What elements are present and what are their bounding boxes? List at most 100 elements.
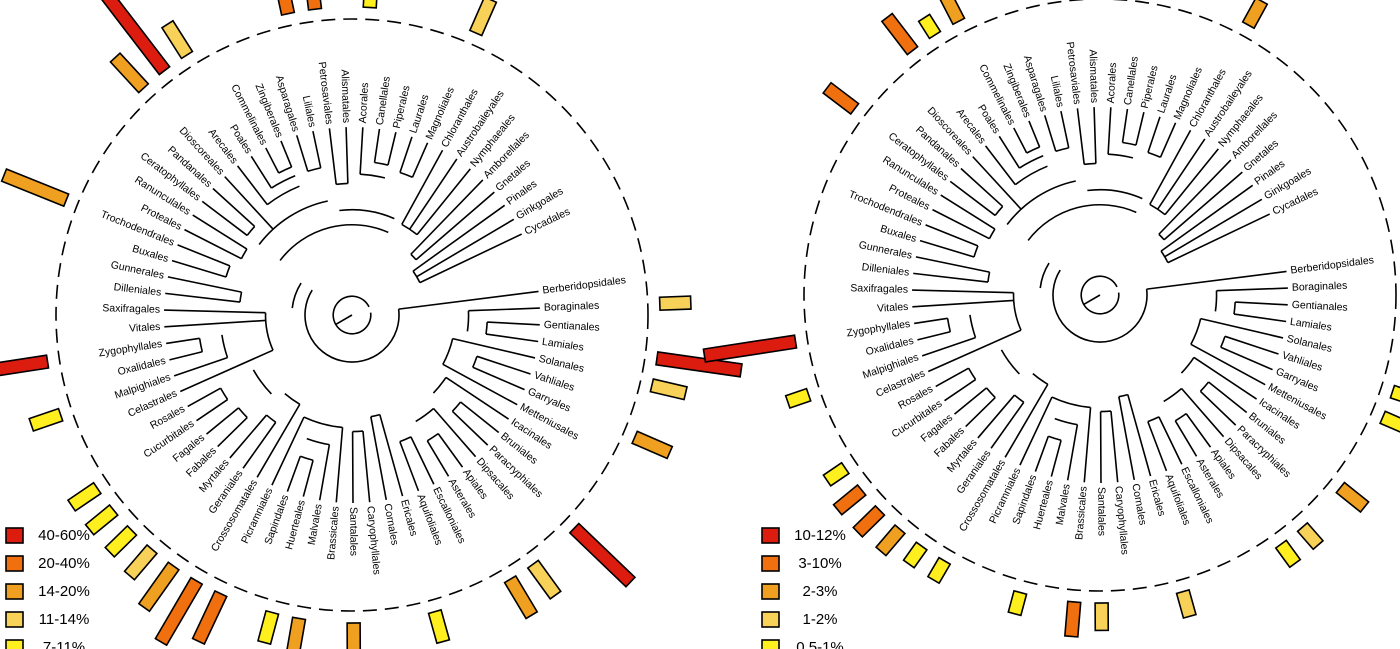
- tree-branch: [1135, 112, 1145, 146]
- tree-arc: [239, 291, 243, 303]
- tree-arc: [485, 322, 488, 335]
- tree-arc: [198, 338, 204, 352]
- tree-arc: [1027, 203, 1137, 241]
- tip-label-alismatales: Alismatales: [1087, 49, 1101, 103]
- bar-lamiales: [655, 351, 743, 378]
- bar-zygophyllales: [702, 334, 798, 363]
- legend-label: 20-40%: [38, 555, 90, 572]
- bar-cucurbitales: [822, 461, 851, 487]
- tree-branch: [432, 407, 477, 458]
- tree-branch: [437, 433, 464, 468]
- left-legend: 40-60% 20-40% 14-20% 11-14% 7-11%: [5, 527, 90, 649]
- tree-branch: [1224, 335, 1279, 355]
- bar-dioscoreales: [109, 51, 150, 94]
- tree-branch: [1127, 394, 1152, 477]
- tree-arc: [987, 271, 991, 283]
- tree-arc: [410, 253, 417, 261]
- tree-arc: [432, 376, 447, 394]
- tree-branch: [362, 430, 371, 503]
- tree-branch: [1158, 416, 1183, 465]
- tree-arc: [1160, 250, 1169, 263]
- tree-branch: [1043, 115, 1057, 152]
- tree-arc: [1233, 302, 1236, 315]
- tree-arc: [1087, 188, 1143, 200]
- tree-arc: [1032, 373, 1049, 385]
- tree-branch: [915, 256, 990, 273]
- tree-branch: [912, 299, 1014, 308]
- bar-solanales: [649, 378, 688, 401]
- tree-arc: [279, 223, 389, 261]
- tree-arc: [451, 401, 462, 412]
- tip-label-vitales: Vitales: [129, 321, 161, 335]
- tree-branch: [271, 416, 305, 486]
- tree-branch: [1110, 410, 1119, 483]
- tip-label-gentianales: Gentianales: [1291, 299, 1348, 314]
- legend-swatch: [761, 639, 780, 649]
- dashed-ring: [803, 0, 1397, 592]
- tree-branch: [1163, 171, 1243, 241]
- tree-branch: [419, 233, 523, 284]
- tip-label-liliales: Liliales: [300, 94, 318, 128]
- bar-zygophyllales: [0, 354, 50, 383]
- tree-branch: [1121, 108, 1129, 143]
- tree-branch: [318, 444, 331, 501]
- tree-branch: [972, 156, 1022, 210]
- bar-arecales: [880, 12, 919, 56]
- tree-branch: [925, 224, 979, 247]
- tree-arc: [1055, 147, 1069, 153]
- tree-branch: [1028, 120, 1041, 148]
- tree-arc: [1014, 394, 1025, 403]
- tree-arc: [1080, 275, 1120, 315]
- tree-branch: [164, 309, 266, 314]
- tree-arc: [374, 161, 389, 166]
- tree-arc: [252, 369, 272, 395]
- bar-myrtales: [123, 543, 159, 581]
- tree-branch: [359, 127, 364, 175]
- tree-branch: [312, 130, 322, 169]
- tree-branch: [398, 290, 539, 310]
- legend-label: 40-60%: [38, 527, 90, 544]
- tree-branch: [1216, 287, 1288, 292]
- tree-arc: [1006, 180, 1076, 226]
- bar-magnoliales: [468, 0, 498, 37]
- tree-arc: [278, 166, 292, 174]
- tip-label-cornales: Cornales: [1129, 483, 1148, 527]
- tip-label-vitales: Vitales: [877, 301, 909, 315]
- tree-arc: [1014, 165, 1048, 186]
- tree-branch: [998, 135, 1021, 169]
- bar-poales: [917, 13, 942, 40]
- tree-branch: [184, 228, 242, 260]
- tip-label-dilleniales: Dilleniales: [113, 281, 162, 298]
- tree-branch: [921, 336, 976, 357]
- tree-arc: [303, 416, 343, 429]
- bar-fagales: [832, 483, 867, 516]
- tree-arc: [1018, 155, 1044, 169]
- tree-arc: [472, 356, 478, 368]
- tree-branch: [1235, 301, 1288, 306]
- tree-arc: [307, 167, 321, 173]
- tree-arc: [237, 407, 248, 419]
- tree-arc: [219, 387, 229, 400]
- tree-branch: [1160, 184, 1254, 252]
- tree-arc: [1147, 416, 1160, 423]
- tree-branch: [476, 355, 531, 375]
- bar-arecales: [99, 0, 171, 76]
- tree-branch: [965, 397, 996, 428]
- tip-label-lamiales: Lamiales: [541, 336, 584, 354]
- tree-arc: [1147, 151, 1161, 159]
- bar-liliales: [263, 0, 296, 17]
- tree-arc: [221, 334, 229, 358]
- tree-branch: [167, 276, 242, 293]
- tree-arc: [1190, 318, 1202, 345]
- bar-fabales: [104, 524, 138, 558]
- bar-geraniales: [902, 541, 928, 569]
- tip-label-brassicales: Brassicales: [1073, 486, 1089, 541]
- tree-branch: [192, 214, 248, 250]
- legend-swatch: [761, 555, 780, 572]
- tree-arc: [352, 430, 364, 433]
- tree-branch: [485, 333, 539, 343]
- tree-arc: [1108, 153, 1134, 159]
- tip-label-liliales: Liliales: [1048, 74, 1066, 108]
- tree-branch: [165, 292, 241, 303]
